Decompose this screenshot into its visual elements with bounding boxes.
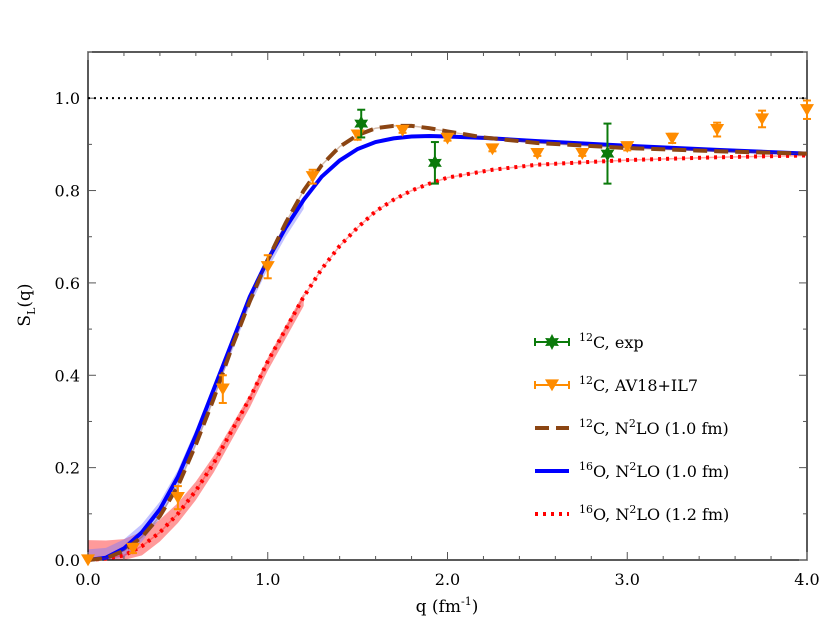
legend-label-sup: 2 (629, 417, 636, 430)
y-tick-label: 0.4 (55, 366, 80, 385)
triangle-marker (620, 141, 635, 153)
legend-label-sup: 12 (579, 374, 593, 387)
legend-label: 16O, N2LO (1.2 fm) (579, 503, 729, 524)
series-line (87, 123, 808, 562)
y-tick-label: 0.2 (55, 459, 80, 478)
triangle-marker (305, 171, 320, 183)
triangle-marker (81, 554, 95, 567)
series-o16n2lo10 (87, 134, 808, 562)
legend-label-text: LO (1.2 fm) (636, 505, 729, 524)
x-tick-label: 4.0 (794, 570, 819, 589)
triangle-marker (710, 123, 725, 136)
x-tick-label: 0.0 (75, 570, 100, 589)
legend-entry-av18: 12C, AV18+IL7 (534, 374, 698, 395)
star-marker (545, 334, 559, 350)
triangle-marker (755, 113, 770, 126)
legend-label-sup: 2 (629, 503, 636, 516)
triangle-marker (545, 379, 559, 392)
legend-label-text: C, N (593, 419, 629, 438)
triangle-marker (395, 124, 410, 137)
legend-label: 12C, AV18+IL7 (579, 374, 698, 395)
uncertainty-band (88, 293, 304, 560)
legend-label-sup: 12 (579, 331, 593, 344)
plot-series (81, 99, 814, 567)
legend-entry-exp: 12C, exp (534, 331, 644, 352)
series-exp (354, 108, 615, 185)
legend-label-sup: 16 (579, 503, 593, 516)
series-o16n2lo12 (87, 153, 808, 562)
star-marker (427, 154, 442, 171)
star-marker (600, 145, 615, 162)
x-tick-label: 1.0 (255, 570, 280, 589)
triangle-marker (260, 261, 275, 274)
legend-label-text: C, AV18+IL7 (593, 376, 698, 395)
triangle-marker (440, 132, 455, 145)
triangle-marker (485, 143, 500, 156)
triangle-marker (575, 148, 590, 160)
legend-label: 12C, N2LO (1.0 fm) (579, 417, 729, 438)
y-tick-label: 0.8 (55, 182, 80, 201)
legend-label: 16O, N2LO (1.0 fm) (579, 460, 729, 481)
y-tick-label: 0.0 (55, 551, 80, 570)
legend-label-sup: 16 (579, 460, 593, 473)
x-tick-label: 2.0 (435, 570, 460, 589)
legend-entry-o16n2lo10: 16O, N2LO (1.0 fm) (535, 460, 729, 481)
y-axis-label: SL(q) (15, 283, 38, 326)
legend-entry-c12n2lo: 12C, N2LO (1.0 fm) (535, 417, 729, 438)
legend-label-text: C, exp (593, 333, 644, 352)
triangle-marker (215, 383, 230, 396)
y-tick-label: 0.6 (55, 274, 80, 293)
triangle-marker (800, 104, 814, 117)
triangle-marker (125, 542, 140, 555)
series-line (87, 153, 808, 562)
axes: 0.0 1.0 2.0 3.0 4.0 0.0 0.2 0.4 0.6 0.8 1.0 (55, 51, 820, 589)
star-marker (354, 115, 369, 132)
legend-label-text: LO (1.0 fm) (636, 462, 729, 481)
legend-label-text: O, N (593, 505, 629, 524)
series-av18 (81, 99, 814, 567)
x-axis-label: q (fm-1) (416, 595, 479, 617)
legend-entry-o16n2lo12: 16O, N2LO (1.2 fm) (535, 503, 729, 524)
triangle-marker (170, 492, 185, 504)
legend-label-sup: 2 (629, 460, 636, 473)
triangle-marker (530, 148, 545, 160)
series-line (87, 134, 808, 562)
legend-label-text: O, N (593, 462, 629, 481)
y-tick-label: 1.0 (55, 89, 80, 108)
legend-label: 12C, exp (579, 331, 644, 352)
legend-label-sup: 12 (579, 417, 593, 430)
triangle-marker (665, 132, 680, 145)
legend-label-text: LO (1.0 fm) (636, 419, 729, 438)
x-tick-label: 3.0 (615, 570, 640, 589)
